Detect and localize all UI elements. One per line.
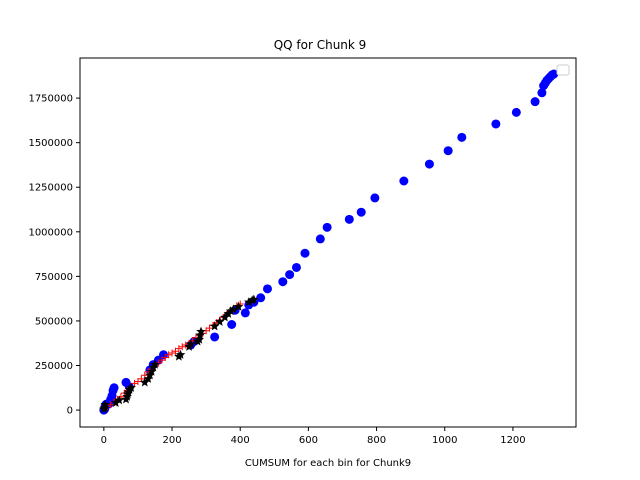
y-tick-label: 1000000 [28, 227, 73, 238]
star-point [215, 316, 225, 326]
star-point [150, 359, 160, 369]
circle-point [537, 88, 547, 98]
x-tick-label: 0 [101, 435, 107, 446]
y-axis-ticks: 0 250000 500000 750000 1000000 1250000 1500000… [28, 94, 80, 417]
circle-point [530, 97, 540, 107]
legend-box [556, 64, 570, 76]
circle-point [256, 293, 266, 303]
y-tick-label: 500000 [35, 316, 73, 327]
x-tick-label: 800 [367, 435, 386, 446]
circle-point [300, 248, 310, 258]
circle-point [356, 207, 366, 217]
circle-point [109, 383, 119, 393]
plus-point [175, 345, 183, 353]
circle-point [262, 284, 272, 294]
y-tick-label: 750000 [35, 272, 73, 283]
star-point [126, 382, 136, 392]
star-point [243, 297, 254, 307]
circle-point [443, 146, 453, 156]
x-axis-label: CUMSUM for each bin for Chunk9 [245, 458, 411, 469]
circle-point [457, 132, 467, 142]
y-tick-label: 250000 [35, 361, 73, 372]
circle-point [240, 308, 250, 318]
circle-point [511, 107, 521, 117]
chart-title: QQ for Chunk 9 [274, 38, 367, 52]
star-point [249, 294, 259, 304]
plus-point [168, 349, 176, 357]
data-markers [99, 69, 559, 415]
circle-point [291, 262, 301, 272]
x-tick-label: 600 [299, 435, 318, 446]
circle-point [399, 176, 409, 186]
circle-point [370, 193, 380, 203]
star-point [195, 330, 205, 340]
star-point [140, 377, 150, 387]
circle-point [285, 270, 295, 280]
circle-point [491, 119, 501, 129]
star-point [233, 301, 244, 311]
y-tick-label: 1750000 [28, 94, 73, 105]
star-point [194, 334, 205, 344]
circle-point [424, 159, 434, 169]
star-point [220, 312, 230, 322]
star-point [186, 339, 196, 349]
star-point [114, 395, 124, 405]
x-tick-label: 400 [231, 435, 250, 446]
y-tick-label: 1500000 [28, 138, 73, 149]
star-point [100, 399, 110, 409]
plus-point [165, 351, 173, 359]
star-point [111, 397, 121, 407]
x-axis-ticks: 0 200 400 600 800 1000 1200 [101, 427, 526, 446]
circle-point [344, 214, 354, 224]
star-point [228, 304, 239, 314]
circle-point [227, 320, 237, 329]
star-point [196, 326, 206, 336]
plus-point [178, 343, 186, 351]
x-tick-label: 1000 [432, 435, 457, 446]
x-tick-label: 200 [162, 435, 181, 446]
axes-frame [79, 57, 577, 428]
circle-point [278, 277, 288, 287]
circle-point [549, 69, 559, 79]
plus-point [131, 379, 139, 387]
star-point [209, 321, 220, 331]
circle-point [315, 234, 325, 244]
y-tick-label: 1250000 [28, 183, 73, 194]
x-tick-label: 1200 [500, 435, 525, 446]
star-point [175, 349, 186, 359]
circle-point [322, 222, 332, 232]
circle-point [210, 332, 220, 342]
star-point [225, 306, 236, 316]
star-point [146, 366, 157, 376]
y-tick-label: 0 [67, 406, 73, 417]
